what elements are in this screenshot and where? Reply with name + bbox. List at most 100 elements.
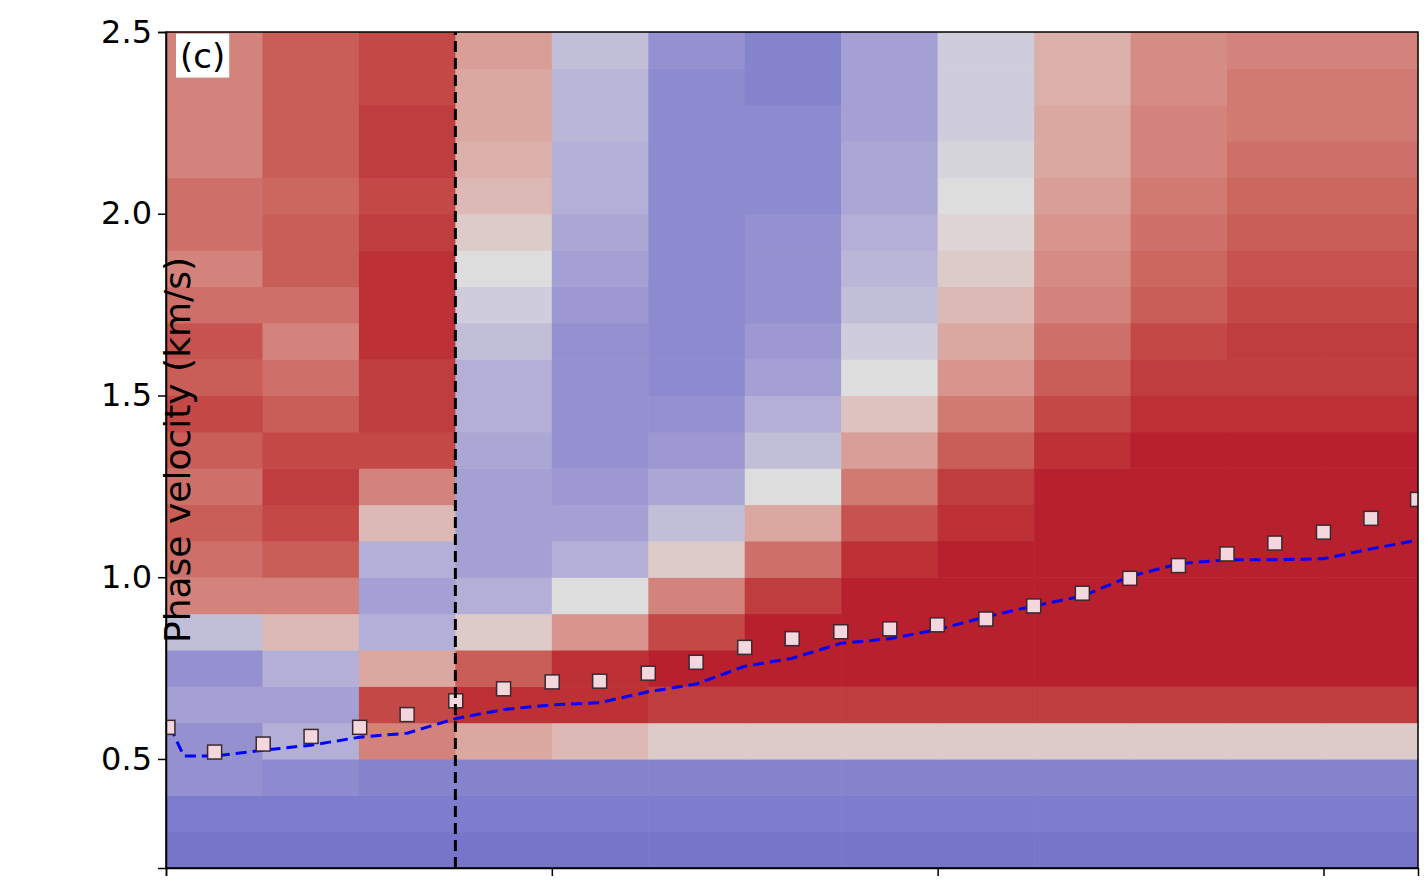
heatmap-cell [841,686,938,723]
heatmap-cell [455,832,552,868]
heatmap-cell [262,541,359,578]
heatmap-cell [1227,468,1324,505]
heatmap-cell [1131,68,1228,105]
heatmap-cell [359,795,456,832]
heatmap-cell [745,432,842,469]
heatmap-cell [1227,686,1324,723]
heatmap-cell [648,432,745,469]
heatmap-cell [552,395,649,432]
heatmap-cell [1034,214,1131,251]
heatmap-cell [359,832,456,868]
heatmap-cell [1323,505,1418,542]
heatmap-cell [841,141,938,178]
heatmap-cell [841,177,938,214]
heatmap-cell [1323,832,1418,868]
heatmap-cell [166,141,263,178]
heatmap-cell [1034,286,1131,323]
heatmap-cell [938,541,1035,578]
heatmap-cell [1323,250,1418,287]
heatmap-cell [1034,323,1131,360]
scatter-point [1123,571,1137,585]
y-tick: 2.5 [101,13,166,51]
heatmap-cell [648,759,745,796]
heatmap-cell [1131,723,1228,760]
heatmap-cell [938,832,1035,868]
y-tick-mark [158,32,166,34]
scatter-point [593,674,607,688]
heatmap-cell [648,795,745,832]
heatmap-cell [1131,795,1228,832]
heatmap-cell [166,214,263,251]
heatmap-cell [745,214,842,251]
heatmap-cell [262,759,359,796]
heatmap-cell [938,686,1035,723]
heatmap-cell [938,250,1035,287]
heatmap-cell [552,541,649,578]
heatmap-cell [648,468,745,505]
heatmap-cell [938,32,1035,69]
heatmap-cell [455,359,552,396]
heatmap-cell [841,214,938,251]
heatmap-cell [1227,723,1324,760]
scatter-point [1364,511,1378,525]
scatter-point [930,618,944,632]
heatmap-cell [359,105,456,142]
heatmap-cell [1323,105,1418,142]
plot-area: 0.51.01.52.02.5 [101,13,1425,876]
heatmap-cell [841,723,938,760]
heatmap-cell [938,723,1035,760]
scatter-point [738,640,752,654]
heatmap-cell [552,141,649,178]
heatmap-cell [552,359,649,396]
heatmap-cell [648,832,745,868]
heatmap-cell [1034,614,1131,651]
heatmap-cell [938,468,1035,505]
heatmap-cell [455,323,552,360]
heatmap-cell [1323,323,1418,360]
heatmap-cell [841,323,938,360]
heatmap-cell [1131,250,1228,287]
scatter-point [1411,492,1418,506]
scatter-point [1171,559,1185,573]
heatmap-cell [745,832,842,868]
heatmap-cell [1323,759,1418,796]
heatmap-cell [938,286,1035,323]
heatmap-cell [1131,832,1228,868]
heatmap-cell [455,432,552,469]
heatmap-cell [455,395,552,432]
heatmap-cell [1227,432,1324,469]
x-tick [1323,868,1324,876]
heatmap-cell [1323,68,1418,105]
heatmap-cell [1227,177,1324,214]
heatmap-cell [1034,395,1131,432]
heatmap-cell [552,505,649,542]
heatmap-cell [841,541,938,578]
heatmap-cell [1034,432,1131,469]
heatmap-cell [262,105,359,142]
y-tick-label: 2.5 [101,13,152,51]
heatmap-cell [648,286,745,323]
heatmap-cell [938,177,1035,214]
heatmap-cell [1323,614,1418,651]
heatmap-cell [938,105,1035,142]
heatmap-cell [455,105,552,142]
heatmap-cell [841,32,938,69]
heatmap-cell [552,795,649,832]
heatmap-cell [648,250,745,287]
heatmap-cell [1131,432,1228,469]
heatmap-cell [552,614,649,651]
heatmap-cell [455,759,552,796]
heatmap-cell [1323,286,1418,323]
heatmap-cell [841,795,938,832]
heatmap-cell [938,395,1035,432]
heatmap-cell [1227,286,1324,323]
heatmap-cell [1131,395,1228,432]
x-tick-mark [1323,868,1325,876]
heatmap-cell [1034,723,1131,760]
heatmap-cell [1131,577,1228,614]
scatter-point [1316,525,1330,539]
heatmap-cell [552,323,649,360]
heatmap-cell [1227,577,1324,614]
heatmap-cell [938,68,1035,105]
heatmap-cell [745,468,842,505]
